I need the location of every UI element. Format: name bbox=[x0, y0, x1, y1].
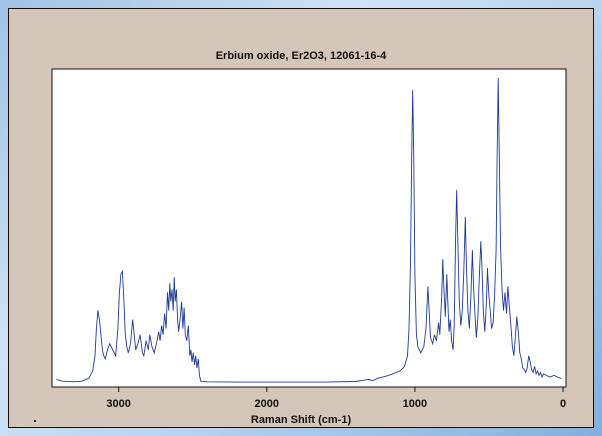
chart-title: Erbium oxide, Er2O3, 12061-16-4 bbox=[215, 50, 387, 62]
x-tick-label: 1000 bbox=[402, 398, 428, 410]
stray-dot bbox=[34, 420, 36, 422]
spectrum-line bbox=[56, 77, 562, 383]
x-axis-label: Raman Shift (cm-1) bbox=[250, 414, 352, 426]
x-ticks bbox=[118, 387, 564, 392]
x-tick-label: 0 bbox=[559, 398, 567, 410]
plot-area bbox=[51, 68, 567, 388]
x-tick-label: 2000 bbox=[254, 398, 280, 410]
x-tick-label: 3000 bbox=[106, 398, 131, 410]
